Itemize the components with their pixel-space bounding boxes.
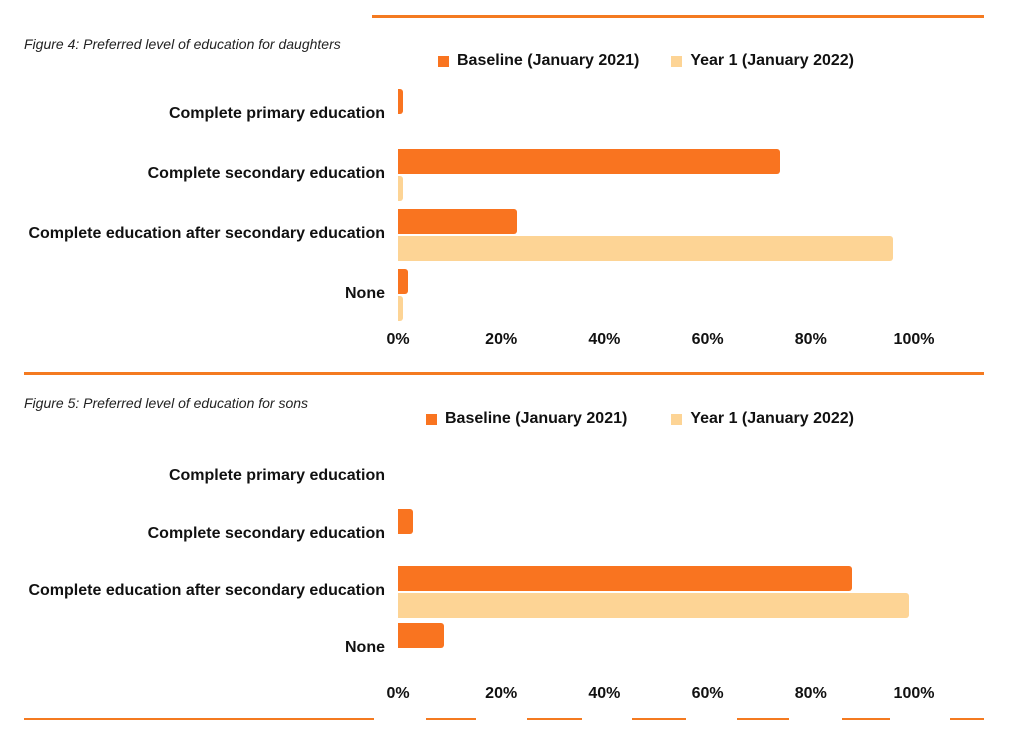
legend-label-baseline: Baseline (January 2021) bbox=[457, 52, 640, 69]
legend-label-year1: Year 1 (January 2022) bbox=[690, 52, 854, 69]
figure-4-title: Figure 4: Preferred level of education f… bbox=[24, 36, 341, 52]
bottom-rule-segment bbox=[632, 718, 686, 720]
category-label: Complete primary education bbox=[168, 105, 385, 122]
x-tick-label: 100% bbox=[893, 331, 935, 348]
legend-swatch-baseline bbox=[438, 55, 449, 67]
top-rule bbox=[372, 15, 984, 18]
x-tick-label: 100% bbox=[893, 685, 935, 702]
legend-item-year1: Year 1 (January 2022) bbox=[671, 410, 854, 428]
legend-label-year1: Year 1 (January 2022) bbox=[690, 410, 854, 427]
x-tick-label: 40% bbox=[588, 331, 621, 348]
bottom-rule-segment bbox=[950, 718, 984, 720]
bar-baseline bbox=[398, 623, 445, 648]
bar-baseline bbox=[398, 509, 414, 534]
x-tick-label: 20% bbox=[485, 331, 518, 348]
legend-item-year1: Year 1 (January 2022) bbox=[671, 52, 854, 70]
category-label: Complete secondary education bbox=[147, 165, 385, 182]
legend-item-baseline: Baseline (January 2021) bbox=[426, 410, 627, 428]
x-tick-label: 0% bbox=[386, 685, 410, 702]
legend-label-baseline: Baseline (January 2021) bbox=[445, 410, 628, 427]
x-tick-label: 60% bbox=[691, 685, 724, 702]
bar-year1 bbox=[398, 593, 909, 618]
category-label: None bbox=[345, 639, 385, 656]
x-tick-label: 0% bbox=[386, 331, 410, 348]
x-tick-label: 40% bbox=[588, 685, 621, 702]
legend-swatch-year1 bbox=[671, 413, 683, 425]
bar-year1 bbox=[398, 236, 894, 261]
x-tick-label: 80% bbox=[794, 685, 827, 702]
category-label: Complete education after secondary educa… bbox=[28, 582, 385, 599]
bar-baseline bbox=[398, 209, 517, 234]
legend-swatch-year1 bbox=[671, 55, 683, 67]
category-label: None bbox=[345, 285, 385, 302]
bottom-rule-segment bbox=[737, 718, 789, 720]
bar-year1 bbox=[398, 176, 404, 201]
bottom-rule-segment bbox=[527, 718, 582, 720]
figure-5-legend: Baseline (January 2021) Year 1 (January … bbox=[426, 410, 886, 428]
category-label: Complete secondary education bbox=[147, 525, 385, 542]
bar-baseline bbox=[398, 269, 409, 294]
category-label: Complete education after secondary educa… bbox=[28, 225, 385, 242]
figure-4-legend: Baseline (January 2021) Year 1 (January … bbox=[438, 52, 886, 70]
legend-swatch-baseline bbox=[426, 413, 437, 425]
x-tick-label: 60% bbox=[691, 331, 724, 348]
bar-year1 bbox=[398, 296, 404, 321]
bar-baseline bbox=[398, 89, 404, 114]
x-tick-label: 80% bbox=[794, 331, 827, 348]
x-tick-label: 20% bbox=[485, 685, 518, 702]
bottom-rule-segment bbox=[842, 718, 890, 720]
bottom-rule-segment bbox=[24, 718, 374, 720]
bar-baseline bbox=[398, 149, 780, 174]
figure-5-title: Figure 5: Preferred level of education f… bbox=[24, 395, 309, 411]
legend-item-baseline: Baseline (January 2021) bbox=[438, 52, 639, 70]
bottom-rule-segment bbox=[426, 718, 476, 720]
category-label: Complete primary education bbox=[168, 467, 385, 484]
bar-baseline bbox=[398, 566, 853, 591]
middle-rule bbox=[24, 372, 984, 375]
